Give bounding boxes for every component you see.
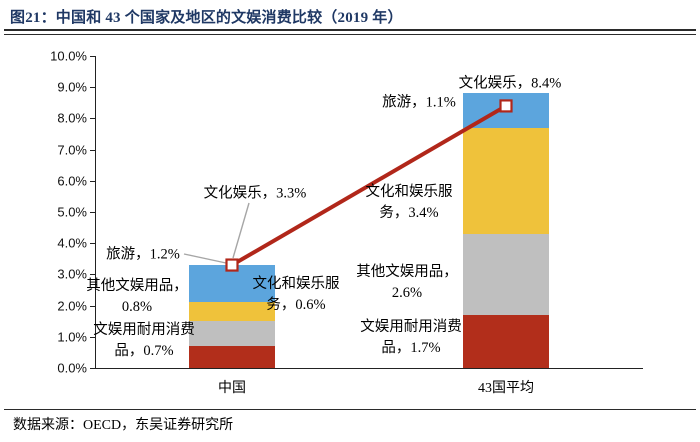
y-axis-tick (90, 180, 95, 182)
label-durable-43-line: 文娱用耐用消费 (360, 319, 462, 335)
y-axis-tick (90, 56, 95, 57)
annotation-leader-line (232, 202, 250, 259)
annotation-leader-line (183, 253, 227, 264)
y-axis-tick-label: 3.0% (57, 266, 87, 282)
label-other-china-line: 0.8% (121, 299, 153, 315)
label-total-china-line: 文化娱乐，3.3% (203, 185, 307, 202)
label-other-43: 其他文娱用品， 2.6% (356, 262, 458, 304)
bar-segment-文化和娱乐服务-43国平均 (463, 127, 549, 234)
y-axis-tick (90, 368, 95, 369)
y-axis-tick-label: 10.0% (50, 48, 87, 64)
y-axis-tick-label: 0.0% (57, 360, 87, 376)
x-axis-category-label: 43国平均 (478, 381, 534, 396)
bar-segment-文娱用耐用消费品-中国 (189, 346, 275, 368)
label-tourism-china: 旅游，1.2% (106, 245, 180, 266)
label-services-43: 文化和娱乐服 务，3.4% (366, 182, 453, 224)
label-tourism-china-line: 旅游，1.2% (106, 246, 180, 263)
title-divider (4, 29, 696, 35)
bar-segment-文娱用耐用消费品-43国平均 (463, 314, 549, 368)
y-axis-line (95, 56, 96, 368)
y-axis-tick-label: 2.0% (57, 298, 87, 314)
data-source-note: 数据来源：OECD，东吴证券研究所 (13, 418, 234, 433)
y-axis-tick (90, 87, 95, 89)
y-axis-tick-label: 4.0% (57, 235, 87, 251)
label-durable-china-line: 文娱用耐用消费 (93, 322, 195, 338)
y-axis-tick (90, 243, 95, 245)
label-durable-china: 文娱用耐用消费 品，0.7% (93, 320, 195, 362)
label-services-43-line: 务，3.4% (379, 205, 439, 221)
y-axis-tick (90, 305, 95, 307)
label-other-china-line: 其他文娱用品， (86, 278, 188, 294)
label-services-china-line: 文化和娱乐服 (252, 276, 340, 292)
label-durable-43: 文娱用耐用消费 品，1.7% (360, 317, 462, 359)
label-other-43-line: 2.6% (391, 285, 423, 301)
y-axis-tick (90, 212, 95, 213)
label-tourism-43-line: 旅游，1.1% (382, 94, 456, 111)
bar-segment-其他文娱用品-43国平均 (463, 233, 549, 315)
y-axis-tick (90, 118, 95, 120)
x-axis-line (95, 368, 643, 369)
label-total-43: 文化娱乐，8.4% (459, 74, 562, 95)
label-services-china: 文化和娱乐服 务，0.6% (253, 274, 340, 316)
bar-segment-其他文娱用品-中国 (189, 321, 275, 347)
footer-divider (4, 409, 696, 410)
y-axis-tick-label: 5.0% (57, 204, 87, 220)
y-axis-tick-label: 8.0% (57, 110, 87, 126)
y-axis-tick-label: 7.0% (57, 142, 87, 158)
label-services-china-line: 务，0.6% (266, 297, 326, 313)
y-axis-tick (90, 336, 95, 338)
label-durable-43-line: 品，1.7% (381, 340, 441, 356)
y-axis-tick-label: 1.0% (57, 329, 87, 345)
label-total-43-line: 文化娱乐，8.4% (458, 75, 562, 92)
y-axis-tick (90, 274, 95, 276)
bar-segment-文化和娱乐服务-中国 (189, 302, 275, 322)
label-other-43-line: 其他文娱用品， (356, 264, 458, 280)
y-axis-tick (90, 149, 95, 151)
figure-title: 图21：中国和 43 个国家及地区的文娱消费比较（2019 年） (10, 10, 403, 26)
label-tourism-43: 旅游，1.1% (382, 93, 456, 114)
label-services-43-line: 文化和娱乐服 (365, 184, 453, 200)
bar-segment-旅游-43国平均 (463, 93, 549, 128)
x-axis-category-label: 中国 (218, 381, 246, 396)
label-other-china: 其他文娱用品， 0.8% (86, 276, 188, 318)
y-axis-tick-label: 9.0% (57, 79, 87, 95)
y-axis-tick-label: 6.0% (57, 173, 87, 189)
label-total-china: 文化娱乐，3.3% (204, 184, 307, 205)
label-durable-china-line: 品，0.7% (114, 343, 174, 359)
